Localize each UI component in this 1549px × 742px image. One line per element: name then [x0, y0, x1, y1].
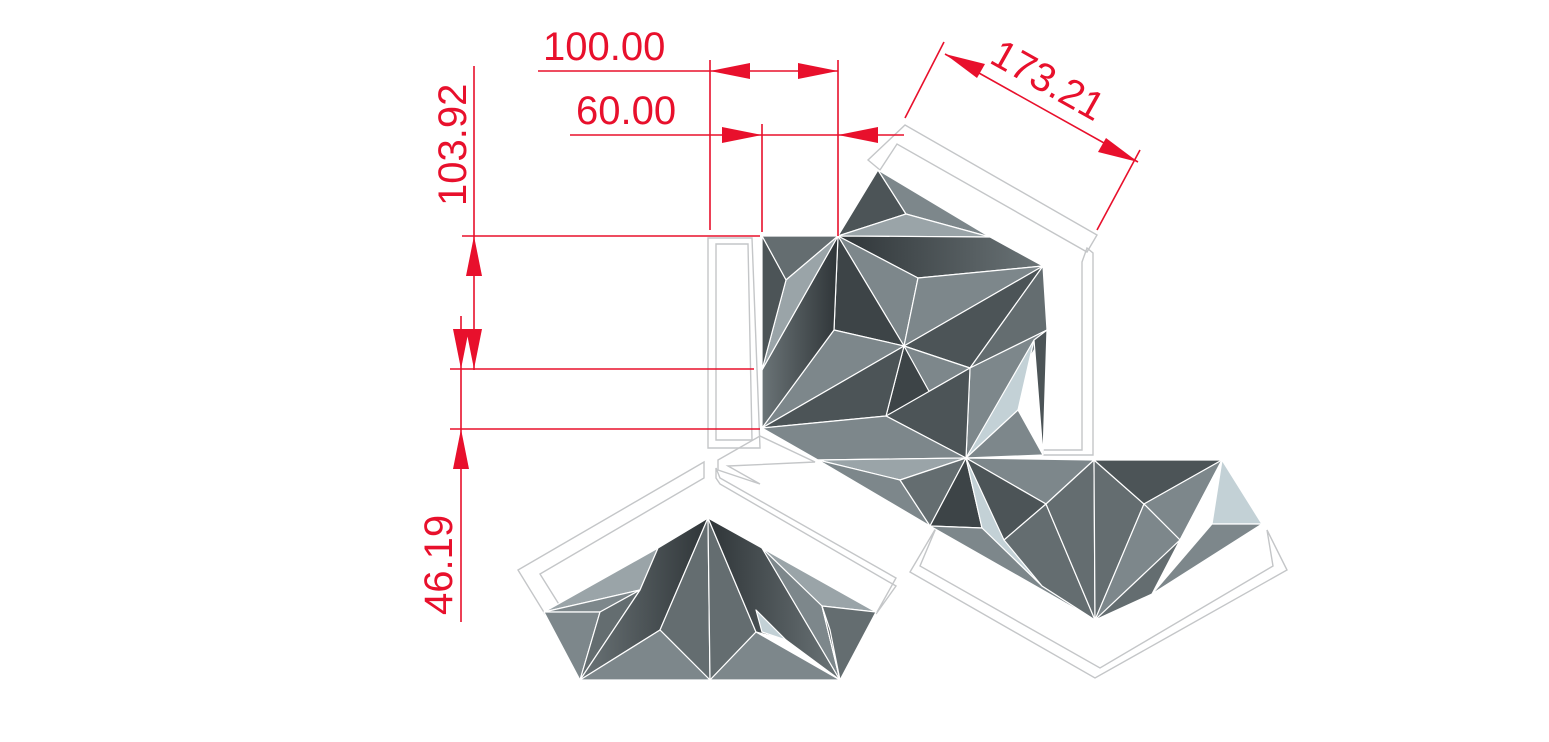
- outline-middle-strip: [717, 435, 816, 485]
- arrowhead: [798, 63, 838, 79]
- arrowhead: [453, 329, 469, 369]
- facet: [965, 409, 1044, 459]
- outline-right-strip: [1042, 246, 1094, 456]
- outline-top-strip: [866, 124, 1098, 253]
- outline-left-inner: [715, 243, 753, 441]
- arrowhead: [710, 63, 750, 79]
- arrowhead: [466, 236, 482, 276]
- facet: [1211, 459, 1263, 525]
- arrowhead: [722, 127, 762, 143]
- label-46: 46.19: [417, 515, 461, 615]
- upper-module: [761, 169, 1048, 461]
- facet: [707, 517, 841, 681]
- facet: [755, 609, 787, 641]
- outline-bottom-right: [909, 527, 1288, 679]
- facet: [1151, 523, 1263, 595]
- arrowhead: [838, 127, 878, 143]
- label-60: 60.00: [576, 89, 676, 133]
- lower-right-module: [817, 457, 1263, 621]
- arrowhead: [945, 54, 985, 78]
- label-100: 100.00: [543, 25, 665, 69]
- lower-left-module: [543, 517, 877, 681]
- facet: [579, 629, 711, 681]
- facet: [1094, 539, 1181, 621]
- label-103: 103.92: [431, 84, 475, 206]
- outline-left-strip: [707, 237, 761, 449]
- arrowhead: [453, 429, 469, 469]
- arrowhead: [466, 329, 482, 369]
- extension-line: [904, 41, 945, 119]
- extension-line: [1096, 149, 1141, 231]
- facet: [1033, 329, 1048, 456]
- arrowhead: [1098, 138, 1138, 162]
- facet: [761, 235, 787, 371]
- outline-bottom-center: [715, 467, 898, 615]
- label-173: 173.21: [984, 31, 1112, 129]
- facet: [821, 605, 841, 681]
- facet: [709, 631, 841, 681]
